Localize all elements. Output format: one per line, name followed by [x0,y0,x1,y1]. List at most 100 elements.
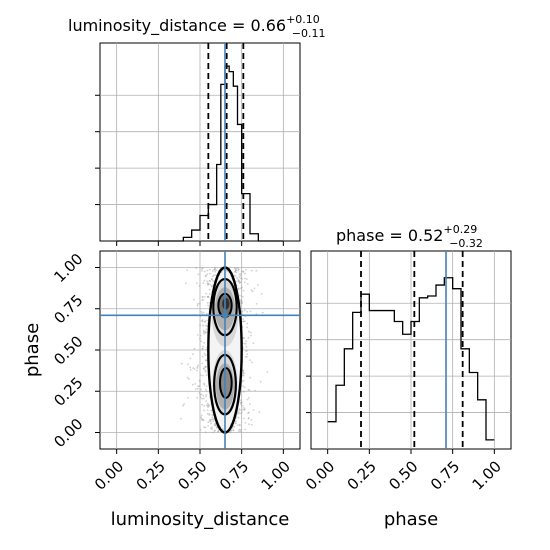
sample-point [246,398,249,401]
sample-point [189,368,192,371]
panel-luminosity-distance-hist: luminosity_distance = 0.66+0.10 −0.11 [68,13,326,246]
density-fill-region [220,369,232,397]
quantile-lines [360,251,464,449]
sample-point [193,368,196,370]
sample-point [242,371,245,374]
sample-point [203,405,206,407]
sample-point [230,429,233,432]
sample-point [241,401,243,404]
sample-point [191,383,194,386]
sample-point [250,423,253,426]
sample-point [226,270,229,272]
sample-point [245,350,247,352]
sample-point [205,385,208,388]
sample-point [242,270,245,273]
sample-point [240,402,242,404]
sample-point [205,328,208,331]
sample-point [200,340,203,343]
sample-point [243,386,246,389]
sample-point [208,414,211,416]
x-tick-label: 0.75 [427,457,463,493]
sample-point [211,269,214,272]
sample-point [248,423,250,426]
sample-point [234,268,237,270]
sample-point [210,285,213,288]
sample-point [205,359,208,362]
sample-point [255,302,258,305]
sample-point [242,320,244,323]
y-axis-ticks: 0.00 0.25 0.50 0.75 1.00 [50,250,100,451]
sample-point [213,274,216,277]
sample-point [208,293,211,295]
sample-point [261,311,264,314]
sample-point [241,295,244,298]
sample-point [247,417,250,419]
sample-point [201,355,204,358]
sample-point [240,270,243,272]
sample-point [241,286,243,289]
sample-point [209,420,212,423]
sample-point [246,353,249,355]
sample-point [200,388,202,391]
sample-point [238,430,240,433]
sample-point [214,270,217,273]
sample-point [239,401,242,404]
x-axis-label: phase [384,509,438,530]
axis-ticks [95,94,284,246]
sample-point [244,342,247,345]
sample-point [203,367,206,370]
sample-point [205,292,208,295]
sample-point [217,430,219,433]
sample-point [207,283,210,285]
sample-point [258,411,261,413]
sample-point [241,301,243,303]
sample-point [200,393,203,396]
sample-point [204,320,207,323]
density-fill-region [222,298,230,310]
sample-point [201,403,204,406]
sample-point [242,370,245,373]
sample-point [192,353,194,356]
sample-point [214,424,217,427]
sample-point [244,277,246,280]
sample-point [246,310,249,313]
sample-point [236,277,239,280]
sample-point [235,420,237,423]
sample-point [215,427,218,429]
sample-point [203,426,206,429]
title-sup: +0.10 [286,13,320,26]
sample-point [243,409,246,411]
sample-point [200,414,203,417]
sample-point [203,384,206,386]
sample-point [211,418,214,421]
sample-point [245,278,248,280]
sample-point [240,411,243,414]
sample-point [186,376,189,379]
sample-point [203,331,205,334]
sample-point [201,267,204,270]
sample-point [241,310,244,313]
title-sup: +0.29 [443,223,477,236]
sample-point [235,269,237,271]
sample-point [208,288,211,291]
sample-point [239,424,241,427]
sample-point [196,387,199,390]
axis-ticks [306,302,495,454]
sample-point [237,411,240,414]
sample-point [232,429,235,432]
sample-point [239,412,242,415]
sample-point [183,403,186,405]
sample-point [204,274,207,277]
sample-point [238,423,241,426]
sample-point [248,411,250,414]
sample-point [239,428,242,431]
sample-point [202,419,205,422]
sample-point [246,322,249,325]
sample-point [250,269,253,272]
sample-point [209,283,212,286]
sample-point [242,320,245,323]
sample-point [234,270,236,273]
y-tick-label: 1.00 [50,250,86,286]
sample-point [187,363,189,366]
sample-point [242,372,245,375]
